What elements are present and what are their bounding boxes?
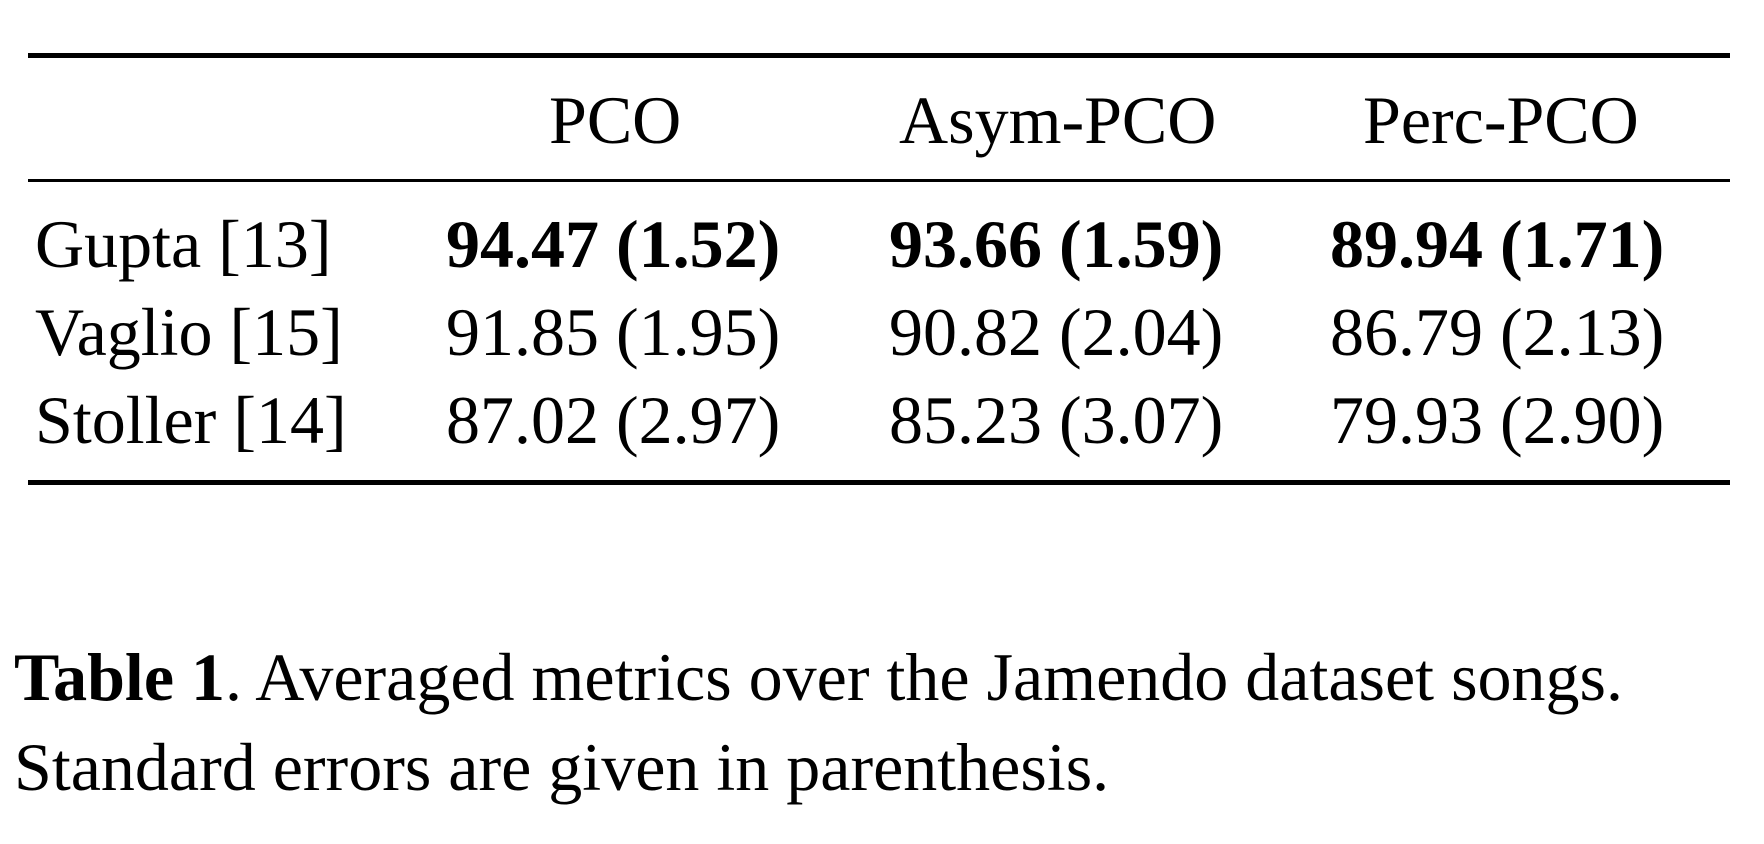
column-header-asym-pco: Asym-PCO	[899, 82, 1217, 158]
table-cell: 89.94 (1.71)	[1330, 206, 1665, 282]
row-label: Gupta [13]	[35, 206, 332, 282]
caption-text: Averaged metrics over the Jamendo datase…	[14, 639, 1624, 805]
table-header-rule	[28, 179, 1730, 182]
table-bottom-rule	[28, 480, 1730, 485]
table-cell: 79.93 (2.90)	[1330, 382, 1665, 458]
table-cell: 85.23 (3.07)	[889, 382, 1224, 458]
row-label: Stoller [14]	[35, 382, 347, 458]
caption-label: Table 1	[14, 639, 226, 715]
caption-separator: .	[225, 639, 256, 715]
table-cell: 90.82 (2.04)	[889, 294, 1224, 370]
table-cell: 93.66 (1.59)	[889, 206, 1224, 282]
table-cell: 87.02 (2.97)	[446, 382, 781, 458]
column-header-perc-pco: Perc-PCO	[1363, 82, 1639, 158]
table-top-rule	[28, 53, 1730, 58]
table-cell: 94.47 (1.52)	[446, 206, 781, 282]
table-cell: 91.85 (1.95)	[446, 294, 781, 370]
table-caption: Table 1. Averaged metrics over the Jamen…	[14, 632, 1754, 812]
column-header-pco: PCO	[549, 82, 682, 158]
table-cell: 86.79 (2.13)	[1330, 294, 1665, 370]
row-label: Vaglio [15]	[35, 294, 343, 370]
